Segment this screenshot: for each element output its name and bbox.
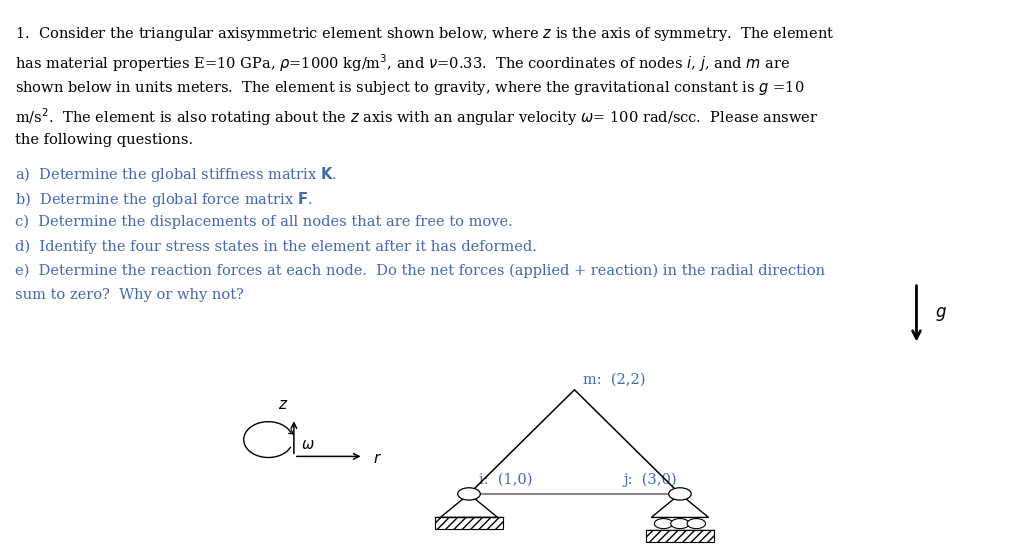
Circle shape: [687, 519, 706, 529]
Text: b)  Determine the global force matrix $\mathbf{F}$.: b) Determine the global force matrix $\m…: [15, 190, 312, 209]
Text: $\omega$: $\omega$: [301, 438, 314, 452]
Text: $r$: $r$: [374, 452, 382, 466]
Text: 1.  Consider the triangular axisymmetric element shown below, where $z$ is the a: 1. Consider the triangular axisymmetric …: [15, 25, 835, 43]
Text: a)  Determine the global stiffness matrix $\mathbf{K}$.: a) Determine the global stiffness matrix…: [15, 165, 337, 184]
Text: shown below in units meters.  The element is subject to gravity, where the gravi: shown below in units meters. The element…: [15, 79, 805, 97]
Bar: [435, 517, 503, 529]
Text: m:  (2,2): m: (2,2): [583, 373, 645, 387]
Text: $z$: $z$: [279, 398, 289, 412]
Text: i:  (1,0): i: (1,0): [479, 473, 532, 487]
Text: j:  (3,0): j: (3,0): [624, 473, 677, 487]
Circle shape: [654, 519, 673, 529]
Text: $g$: $g$: [935, 305, 947, 323]
Text: c)  Determine the displacements of all nodes that are free to move.: c) Determine the displacements of all no…: [15, 214, 513, 229]
Text: m/s$^2$.  The element is also rotating about the $z$ axis with an angular veloci: m/s$^2$. The element is also rotating ab…: [15, 106, 819, 128]
Bar: [646, 530, 714, 542]
Text: d)  Identify the four stress states in the element after it has deformed.: d) Identify the four stress states in th…: [15, 239, 538, 254]
Text: sum to zero?  Why or why not?: sum to zero? Why or why not?: [15, 288, 245, 302]
Text: the following questions.: the following questions.: [15, 133, 194, 147]
Text: e)  Determine the reaction forces at each node.  Do the net forces (applied + re: e) Determine the reaction forces at each…: [15, 264, 825, 278]
Circle shape: [458, 488, 480, 500]
Circle shape: [669, 488, 691, 500]
Circle shape: [671, 519, 689, 529]
Text: has material properties E=10 GPa, $\rho$=1000 kg/m$^3$, and $\nu$=0.33.  The coo: has material properties E=10 GPa, $\rho$…: [15, 52, 791, 74]
